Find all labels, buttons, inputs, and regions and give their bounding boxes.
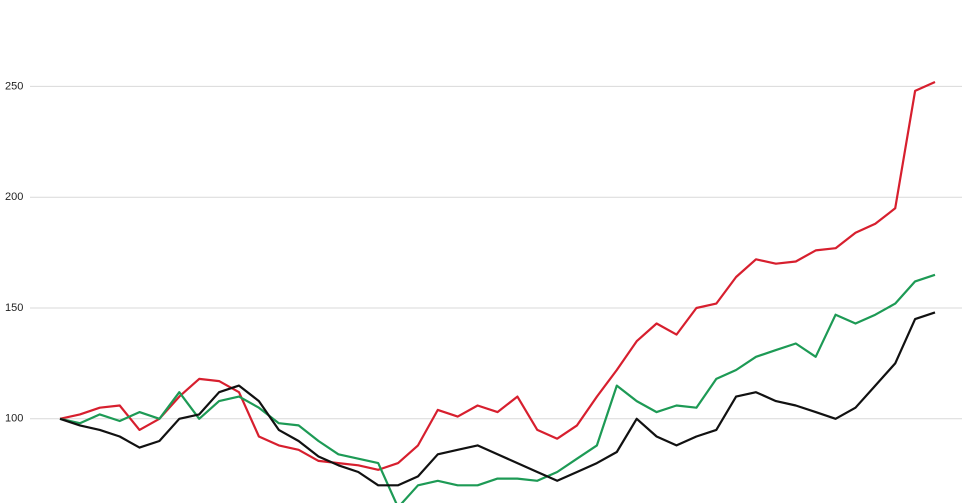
- y-tick-label: 100: [5, 413, 23, 425]
- y-tick-label: 200: [5, 191, 23, 203]
- line-series: [59, 80, 936, 471]
- line-series: [59, 311, 936, 487]
- y-tick-label: 250: [5, 80, 23, 92]
- y-tick-label: 150: [5, 302, 23, 314]
- line-series: [59, 273, 936, 503]
